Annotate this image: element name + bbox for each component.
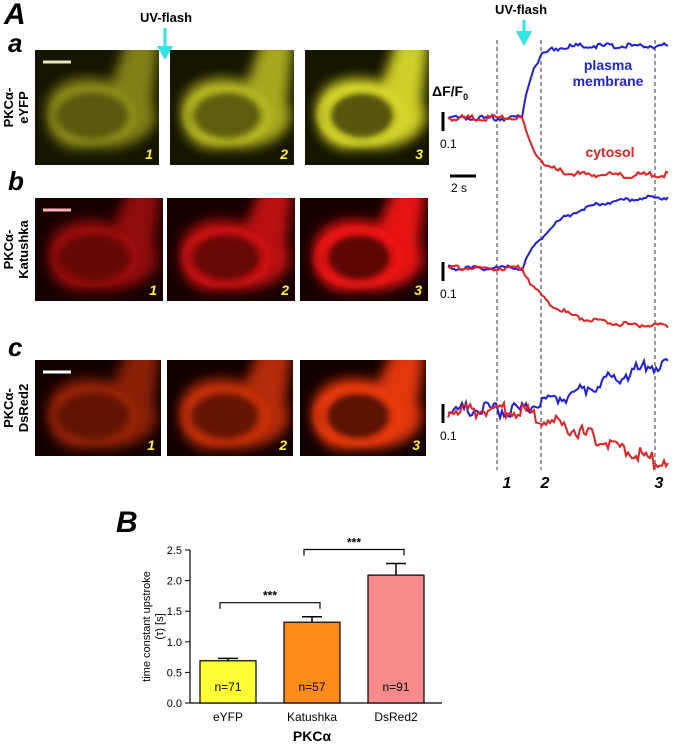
construct-label: Katushka [16,219,31,278]
membrane [181,386,269,446]
cell [48,198,160,291]
membrane [50,387,136,445]
cell-image: 1 [35,50,159,165]
significance-label: *** [263,589,277,603]
membrane [318,85,406,146]
bar-label: n=91 [382,680,409,694]
scale-label-y: 0.1 [440,429,457,443]
flash-arrow-head [157,46,173,60]
cell-image: 3 [300,360,426,456]
scale-label-x: 2 s [451,181,467,195]
x-tick-label: DsRed2 [374,710,418,724]
cell-image: 2 [167,360,293,456]
frame-number: 2 [278,437,287,453]
significance-label: *** [347,535,361,549]
significance-bracket [303,548,405,556]
nucleus [57,93,127,138]
cell [313,198,425,291]
frame-number: 2 [279,146,288,162]
y-label-sub: 0 [463,92,468,102]
membrane [315,227,403,288]
membrane [182,228,270,287]
scale-label-y: 0.1 [440,287,457,301]
nucleus [327,394,389,438]
y-axis-label: time constant upstroke [141,571,153,682]
cell-image: 3 [300,198,428,301]
row-letter: c [8,332,23,362]
cell [47,360,159,450]
frame-number: 1 [149,282,157,298]
nucleus [192,394,258,438]
cell [180,198,292,291]
x-tick-label: eYFP [213,710,243,724]
row-letter: a [8,28,22,58]
cell [179,360,291,450]
y-tick-label: 1.5 [167,606,182,618]
frame-number: 2 [280,282,289,298]
cell [46,50,158,149]
cytosol-trace [447,113,669,179]
nucleus [194,93,260,138]
membrane [51,228,137,287]
frame-number: 1 [147,437,155,453]
cell-image: 1 [35,360,161,456]
nucleus [328,235,390,280]
nucleus [58,394,128,438]
nucleus [193,235,259,280]
y-tick-label: 1.0 [167,637,182,649]
flash-label: UV-flash [140,10,192,25]
row-letter: b [8,166,24,196]
frame-marker: 2 [540,475,550,492]
construct-label: PKCα- [1,388,16,428]
y-axis-label: (τ) [s] [154,613,166,639]
cytosol-label: cytosol [585,144,634,160]
membrane-trace [447,194,669,272]
bar-label: n=71 [214,680,241,694]
cell-image: 3 [305,50,429,165]
y-tick-label: 2.0 [167,576,182,588]
flash-arrow-head [516,31,532,46]
membrane [183,86,271,145]
scale-label-y: 0.1 [440,137,457,151]
cytosol-trace [447,264,669,329]
flash-label: UV-flash [495,2,547,17]
frame-number: 3 [412,437,420,453]
cell-image: 2 [167,198,295,301]
membrane-label: membrane [573,73,644,89]
cytosol-trace [447,399,669,471]
y-label: ΔF/F0 [432,83,468,102]
frame-marker: 1 [503,475,512,492]
nucleus [59,235,129,280]
construct-label: PKCα- [1,230,16,270]
cell-image: 2 [170,50,294,165]
construct-label: PKCα- [1,88,16,128]
cell-image: 1 [35,198,163,301]
frame-number: 1 [145,146,153,162]
cell [312,360,424,450]
y-tick-label: 0.5 [167,667,182,679]
membrane [49,86,135,145]
frame-marker: 3 [655,475,664,492]
x-tick-label: Katushka [287,710,337,724]
membrane-label: plasma [584,57,632,73]
construct-label: DsRed2 [16,384,31,432]
frame-number: 3 [415,146,423,162]
construct-label: eYFP [16,91,31,124]
membrane-trace [447,41,669,123]
nucleus [331,93,393,138]
membrane [314,386,402,446]
y-tick-label: 0.0 [167,698,182,710]
frame-number: 3 [414,282,422,298]
membrane-trace [447,357,669,422]
x-axis-label: PKCα [293,728,332,744]
y-tick-label: 2.5 [167,545,182,557]
cell [316,50,428,149]
panel-label: A [3,0,26,31]
bar-label: n=57 [298,680,325,694]
cell [181,50,293,149]
significance-bracket [219,602,321,609]
panel-label: B [116,506,138,539]
